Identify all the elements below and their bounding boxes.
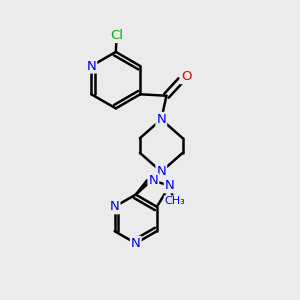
Text: O: O (181, 70, 191, 83)
Text: CH₃: CH₃ (165, 196, 185, 206)
Text: N: N (86, 59, 96, 73)
Text: N: N (131, 237, 141, 250)
Text: N: N (156, 113, 166, 126)
Text: N: N (156, 165, 166, 178)
Text: N: N (165, 179, 175, 192)
Text: N: N (110, 200, 119, 213)
Text: Cl: Cl (110, 29, 123, 42)
Text: N: N (148, 174, 158, 187)
